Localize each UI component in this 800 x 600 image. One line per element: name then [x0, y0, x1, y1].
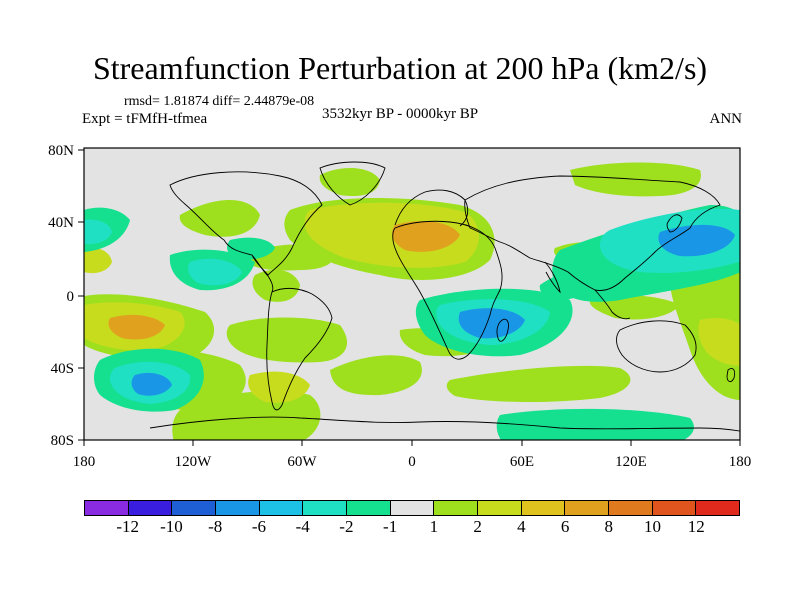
- colorbar-label: -6: [251, 517, 267, 536]
- coast-india: [544, 261, 561, 294]
- coast-antarctica: [149, 416, 740, 432]
- colorbar-label: -12: [116, 517, 140, 536]
- coast-japan: [666, 214, 683, 233]
- colorbar-swatch: [85, 501, 129, 515]
- coast-asia: [464, 175, 721, 291]
- lon-label-120w: 120W: [175, 454, 213, 470]
- colorbar-swatch: [565, 501, 610, 515]
- colorbar-label: -8: [208, 517, 223, 536]
- colorbar-swatch: [696, 501, 740, 515]
- coast-australia: [616, 320, 697, 373]
- lat-label-80s: 80S: [51, 433, 74, 449]
- colorbar-label: -10: [160, 517, 183, 536]
- coast-greenland: [319, 161, 386, 206]
- coast-north-america: [169, 171, 323, 276]
- colorbar-swatch: [172, 501, 217, 515]
- coastlines: [149, 161, 740, 432]
- lat-label-0: 0: [67, 289, 75, 305]
- colorbar-label: 4: [517, 517, 526, 536]
- colorbar: [84, 500, 740, 516]
- coast-southeast-asia: [594, 289, 631, 320]
- lon-label-120e: 120E: [615, 454, 647, 470]
- colorbar-swatch: [347, 501, 391, 515]
- colorbar-label: -4: [295, 517, 310, 536]
- lon-label-60e: 60E: [510, 454, 534, 470]
- lat-label-80n: 80N: [48, 143, 74, 159]
- coast-central-america: [251, 254, 274, 293]
- lon-labels: 180 120W 60W 0 60E 120E 180: [73, 454, 752, 470]
- colorbar-label: 8: [604, 517, 614, 536]
- coast-new-zealand: [726, 367, 736, 383]
- colorbar-swatch: [259, 501, 304, 515]
- plot-title: Streamfunction Perturbation at 200 hPa (…: [92, 50, 708, 86]
- colorbar-label: 12: [687, 517, 705, 536]
- lat-label-40s: 40S: [51, 361, 74, 377]
- experiment-label: Expt = tFMfH-tfmea: [82, 111, 208, 127]
- lat-label-40n: 40N: [48, 215, 74, 231]
- lon-label-60w: 60W: [287, 454, 317, 470]
- contour-field: [84, 162, 740, 440]
- coast-europe: [394, 189, 469, 227]
- coast-madagascar: [496, 318, 509, 342]
- lon-label-180w: 180: [73, 454, 96, 470]
- contour-level-neg4: [131, 224, 735, 396]
- coast-africa: [392, 220, 503, 360]
- coast-south-america: [266, 287, 333, 411]
- contour-level-6: [108, 221, 460, 340]
- colorbar-label: -1: [383, 517, 398, 536]
- lon-label-0: 0: [408, 454, 416, 470]
- colorbar-swatch: [478, 501, 522, 515]
- colorbar-swatch: [434, 501, 479, 515]
- colorbar-swatch: [609, 501, 653, 515]
- colorbar-label: 2: [473, 517, 482, 536]
- period-label: 3532kyr BP - 0000kyr BP: [322, 106, 479, 122]
- colorbar-label: 6: [560, 517, 570, 536]
- colorbar-swatch: [128, 501, 173, 515]
- colorbar-label: -2: [339, 517, 354, 536]
- colorbar-swatch: [521, 501, 566, 515]
- colorbar-swatch: [652, 501, 697, 515]
- axis-ticks: [78, 149, 741, 446]
- colorbar-swatch: [216, 501, 260, 515]
- colorbar-swatch: [390, 501, 435, 515]
- colorbar-label: 10: [644, 517, 662, 536]
- stats-line: rmsd= 1.81874 diff= 2.44879e-08: [124, 94, 315, 109]
- lon-label-180e: 180: [729, 454, 752, 470]
- colorbar-swatch: [303, 501, 348, 515]
- season-label: ANN: [709, 111, 743, 127]
- lat-labels: 80N 40N 0 40S 80S: [48, 143, 74, 449]
- colorbar-label: 1: [429, 517, 439, 536]
